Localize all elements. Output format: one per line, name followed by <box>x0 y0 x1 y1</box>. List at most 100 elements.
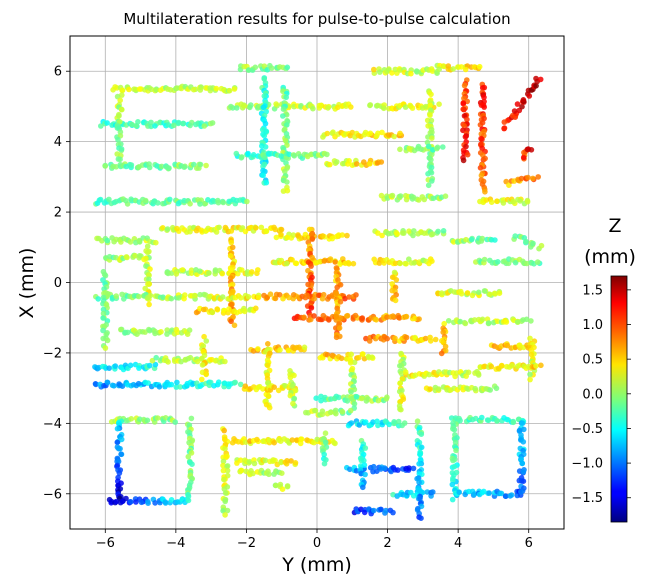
data-point <box>416 461 422 467</box>
data-point <box>113 293 119 299</box>
data-point <box>308 263 314 269</box>
data-point <box>201 123 208 129</box>
data-point <box>391 133 398 140</box>
data-point <box>327 256 334 262</box>
data-point <box>476 63 483 70</box>
data-point <box>378 159 385 165</box>
data-point <box>212 267 219 273</box>
data-point <box>498 490 505 497</box>
data-point <box>348 420 355 426</box>
data-point <box>287 374 294 381</box>
data-point <box>453 447 459 454</box>
data-point <box>254 436 260 443</box>
data-point <box>430 489 436 495</box>
data-point <box>417 451 423 458</box>
data-point <box>429 129 435 136</box>
data-point <box>486 490 493 496</box>
data-point <box>436 101 442 107</box>
data-point <box>360 351 366 357</box>
data-point <box>146 276 152 283</box>
data-point <box>222 446 228 452</box>
data-point <box>187 201 193 207</box>
data-point <box>215 199 222 206</box>
data-point <box>260 104 267 111</box>
data-point <box>199 376 205 383</box>
data-point <box>232 379 238 386</box>
data-point <box>319 233 326 239</box>
data-point <box>375 422 381 429</box>
data-point <box>127 362 134 369</box>
data-point <box>479 235 486 242</box>
data-point <box>291 153 298 159</box>
data-point <box>528 147 535 153</box>
data-point <box>391 269 398 276</box>
data-point <box>168 295 175 302</box>
data-point <box>145 380 151 386</box>
x-tick-label: −4 <box>166 536 185 551</box>
data-point <box>182 292 188 298</box>
data-point <box>428 91 434 98</box>
data-point <box>197 87 204 93</box>
data-point <box>116 470 123 476</box>
data-point <box>344 232 350 239</box>
data-point <box>265 341 271 347</box>
data-point <box>160 294 166 301</box>
data-point <box>488 199 495 205</box>
data-point <box>238 295 244 301</box>
data-point <box>132 252 138 259</box>
y-tick-label: −2 <box>43 346 62 361</box>
data-point <box>520 439 527 445</box>
data-point <box>523 316 530 323</box>
data-point <box>422 335 429 342</box>
data-point <box>222 224 229 231</box>
data-point <box>418 515 424 521</box>
data-point <box>278 153 284 159</box>
data-point <box>148 119 154 126</box>
data-point <box>97 196 104 203</box>
data-point <box>427 102 434 109</box>
data-point <box>261 93 268 99</box>
data-point <box>464 116 470 123</box>
data-point <box>337 261 343 268</box>
data-point <box>155 200 161 206</box>
data-point <box>481 104 488 110</box>
data-point <box>248 102 254 108</box>
data-point <box>119 106 125 113</box>
data-point <box>180 120 186 127</box>
colorbar-title-line1: Z <box>608 215 621 237</box>
data-point <box>238 226 244 233</box>
data-point <box>271 439 278 446</box>
data-point <box>441 63 447 70</box>
data-point <box>481 256 488 263</box>
data-point <box>432 336 439 343</box>
data-point <box>371 66 377 73</box>
data-point <box>188 415 195 422</box>
data-point <box>113 498 119 505</box>
data-point <box>278 231 284 238</box>
data-point <box>390 509 396 516</box>
data-point <box>321 451 328 458</box>
data-point <box>241 103 247 109</box>
data-point <box>104 237 111 244</box>
data-point <box>322 430 329 437</box>
data-point <box>478 135 484 142</box>
x-tick-label: 6 <box>525 536 533 551</box>
data-point <box>277 347 283 353</box>
data-point <box>172 419 178 425</box>
colorbar-tick-label: 0.0 <box>582 387 603 402</box>
data-point <box>478 172 485 179</box>
data-point <box>392 335 398 342</box>
data-point <box>101 271 108 278</box>
data-point <box>253 225 259 231</box>
data-point <box>528 318 534 324</box>
data-point <box>102 345 109 351</box>
data-point <box>248 269 255 275</box>
data-point <box>119 87 125 94</box>
data-point <box>416 316 422 322</box>
data-point <box>491 290 498 297</box>
data-point <box>520 469 527 475</box>
x-tick-label: 2 <box>383 536 391 551</box>
data-point <box>273 101 279 107</box>
data-point <box>523 238 529 245</box>
data-point <box>255 346 261 352</box>
